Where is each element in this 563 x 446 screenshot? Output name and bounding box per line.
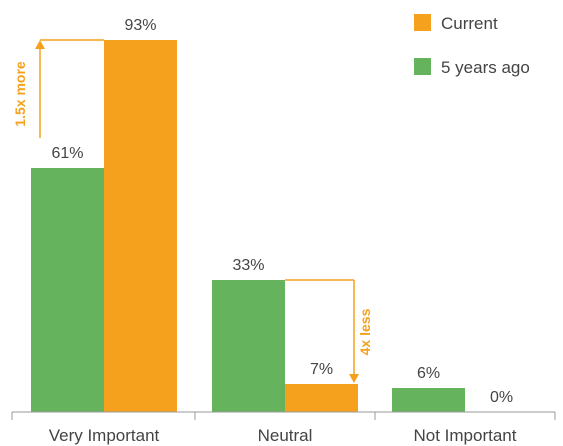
data-label-5-years-ago-very-important: 61%: [51, 145, 83, 162]
legend-label-current: Current: [441, 14, 498, 33]
annotation-text-1-5x-more: 1.5x more: [12, 61, 28, 127]
x-tick-label-neutral: Neutral: [258, 426, 313, 445]
data-label-5-years-ago-neutral: 33%: [232, 257, 264, 274]
annotation-arrowhead-4x-less: [349, 374, 359, 383]
chart-bars: 61% 93% 33% 7% 6% 0%: [31, 17, 513, 412]
bar-current-very-important: [104, 40, 177, 412]
bar-5-years-ago-very-important: [31, 168, 104, 412]
x-tick-label-not-important: Not Important: [414, 426, 517, 445]
legend-label-5-years-ago: 5 years ago: [441, 58, 530, 77]
bar-5-years-ago-neutral: [212, 280, 285, 412]
bar-5-years-ago-not-important: [392, 388, 465, 412]
data-label-5-years-ago-not-important: 6%: [417, 365, 440, 382]
data-label-current-neutral: 7%: [310, 361, 333, 378]
data-label-current-not-important: 0%: [490, 389, 513, 406]
x-tick-label-very-important: Very Important: [49, 426, 160, 445]
annotation-text-4x-less: 4x less: [357, 308, 373, 355]
x-axis: Very Important Neutral Not Important: [11, 411, 556, 445]
legend-swatch-5-years-ago: [414, 58, 431, 75]
chart-annotations: 1.5x more 4x less: [12, 39, 373, 383]
legend-swatch-current: [414, 14, 431, 31]
annotation-arrowhead-1-5x-more: [35, 40, 45, 49]
bar-current-neutral: [285, 384, 358, 412]
data-label-current-very-important: 93%: [124, 17, 156, 34]
chart-legend: Current 5 years ago: [414, 14, 530, 77]
